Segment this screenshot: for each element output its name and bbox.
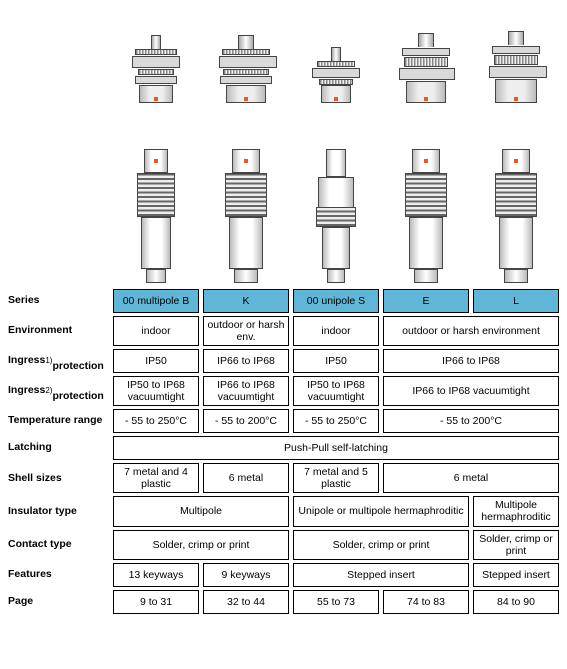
- data-cell: 84 to 90: [473, 590, 559, 614]
- row-latching: LatchingPush-Pull self-latching: [8, 436, 559, 460]
- comparison-table: Series 00 multipole B K 00 unipole S E L…: [8, 8, 559, 617]
- receptacle-icon: [489, 8, 544, 103]
- data-cell: 55 to 73: [293, 590, 379, 614]
- data-cell: IP66 to IP68 vacuumtight: [203, 376, 289, 406]
- row-environment: Environmentindooroutdoor or harsh env.in…: [8, 316, 559, 346]
- connector-images-area: [8, 8, 559, 283]
- row-insulator_type: Insulator typeMultipoleUnipole or multip…: [8, 496, 559, 526]
- receptacle-icon: [399, 8, 454, 103]
- data-cell: IP66 to IP68 vacuumtight: [383, 376, 559, 406]
- row-label: Page: [8, 590, 113, 614]
- row-label: Temperature range: [8, 409, 113, 433]
- series-header: E: [383, 289, 469, 313]
- row-label: Shell sizes: [8, 463, 113, 493]
- data-cell: IP50 to IP68 vacuumtight: [293, 376, 379, 406]
- row-temperature: Temperature range- 55 to 250°C- 55 to 20…: [8, 409, 559, 433]
- data-cell: - 55 to 250°C: [113, 409, 199, 433]
- data-cell: 6 metal: [383, 463, 559, 493]
- plug-icon: [136, 113, 176, 283]
- data-cell: - 55 to 200°C: [383, 409, 559, 433]
- row-label: Ingress2)protection: [8, 376, 113, 406]
- row-label: Features: [8, 563, 113, 587]
- data-cell: 9 to 31: [113, 590, 199, 614]
- data-cell: IP50: [113, 349, 199, 373]
- row-label: Ingress1)protection: [8, 349, 113, 373]
- data-cell: outdoor or harsh env.: [203, 316, 289, 346]
- data-cell: IP66 to IP68: [383, 349, 559, 373]
- receptacle-icon: [309, 8, 364, 103]
- connector-col-E: [383, 8, 469, 283]
- receptacle-icon: [219, 8, 274, 103]
- data-rows: Environmentindooroutdoor or harsh env.in…: [8, 316, 559, 617]
- receptacle-icon: [129, 8, 184, 103]
- row-ingress2: Ingress2)protectionIP50 to IP68 vacuumti…: [8, 376, 559, 406]
- data-cell: 7 metal and 5 plastic: [293, 463, 379, 493]
- data-cell: 32 to 44: [203, 590, 289, 614]
- series-header: K: [203, 289, 289, 313]
- data-cell: 74 to 83: [383, 590, 469, 614]
- data-cell: outdoor or harsh environment: [383, 316, 559, 346]
- plug-icon: [496, 113, 536, 283]
- series-header: 00 multipole B: [113, 289, 199, 313]
- row-ingress1: Ingress1)protectionIP50IP66 to IP68IP50I…: [8, 349, 559, 373]
- data-cell: Stepped insert: [293, 563, 469, 587]
- data-cell: IP50 to IP68 vacuumtight: [113, 376, 199, 406]
- series-header: 00 unipole S: [293, 289, 379, 313]
- data-cell: Solder, crimp or print: [113, 530, 289, 560]
- row-series: Series 00 multipole B K 00 unipole S E L: [8, 289, 559, 313]
- row-label-series: Series: [8, 289, 113, 313]
- row-features: Features13 keyways9 keywaysStepped inser…: [8, 563, 559, 587]
- row-shell_sizes: Shell sizes7 metal and 4 plastic6 metal7…: [8, 463, 559, 493]
- plug-icon: [406, 113, 446, 283]
- row-label: Contact type: [8, 530, 113, 560]
- data-cell: 13 keyways: [113, 563, 199, 587]
- connector-col-K: [203, 8, 289, 283]
- data-cell: IP50: [293, 349, 379, 373]
- data-cell: 6 metal: [203, 463, 289, 493]
- connector-col-00-multipole-B: [113, 8, 199, 283]
- row-page: Page9 to 3132 to 4455 to 7374 to 8384 to…: [8, 590, 559, 614]
- data-cell: - 55 to 200°C: [203, 409, 289, 433]
- data-cell: 9 keyways: [203, 563, 289, 587]
- data-cell: Multipole: [113, 496, 289, 526]
- data-cell: Push-Pull self-latching: [113, 436, 559, 460]
- row-label: Environment: [8, 316, 113, 346]
- data-cell: - 55 to 250°C: [293, 409, 379, 433]
- row-label: Latching: [8, 436, 113, 460]
- data-cell: indoor: [293, 316, 379, 346]
- plug-icon: [316, 113, 356, 283]
- connector-col-00-unipole-S: [293, 8, 379, 283]
- connector-col-L: [473, 8, 559, 283]
- data-cell: IP66 to IP68: [203, 349, 289, 373]
- data-cell: 7 metal and 4 plastic: [113, 463, 199, 493]
- data-cell: indoor: [113, 316, 199, 346]
- plug-icon: [226, 113, 266, 283]
- series-header: L: [473, 289, 559, 313]
- data-cell: Multipole hermaphroditic: [473, 496, 559, 526]
- data-cell: Stepped insert: [473, 563, 559, 587]
- data-cell: Solder, crimp or print: [293, 530, 469, 560]
- row-contact_type: Contact typeSolder, crimp or printSolder…: [8, 530, 559, 560]
- row-label: Insulator type: [8, 496, 113, 526]
- data-cell: Unipole or multipole hermaphroditic: [293, 496, 469, 526]
- data-cell: Solder, crimp or print: [473, 530, 559, 560]
